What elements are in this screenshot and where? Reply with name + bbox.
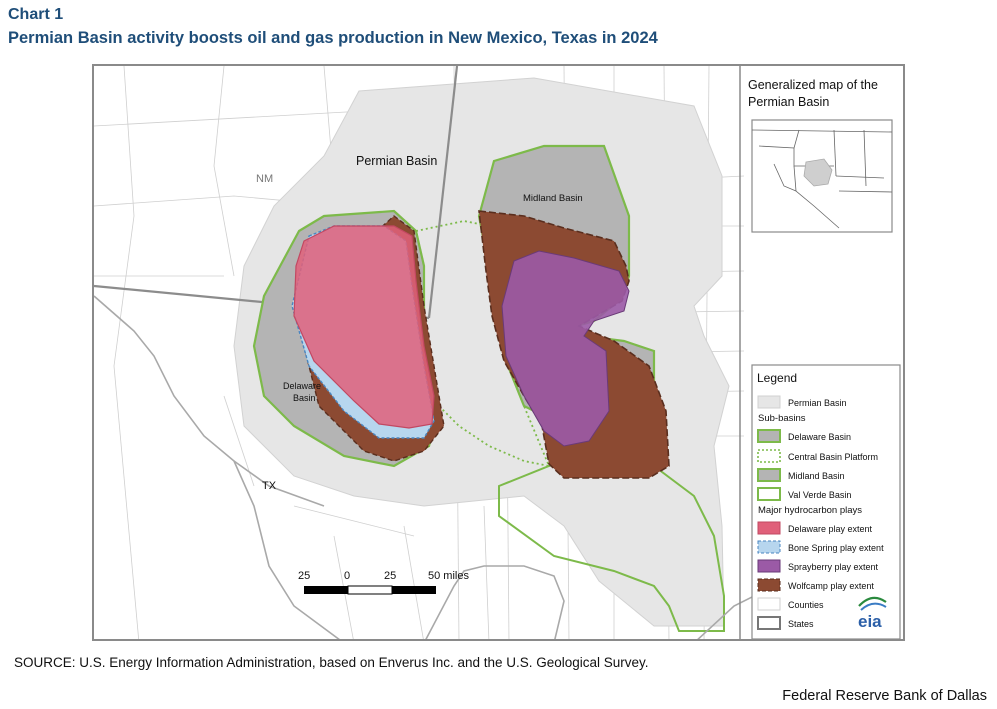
legend-heading-hydrocarbon-plays: Major hydrocarbon plays — [758, 505, 862, 516]
legend-entry-permian: Permian Basin — [757, 395, 847, 409]
credit-line: Federal Reserve Bank of Dallas — [782, 688, 987, 704]
legend-entry-central-basin-platform: Central Basin Platform — [757, 449, 878, 463]
legend-entry-counties: Counties — [757, 597, 824, 611]
permian-basin-map: Permian Basin NM TX Midland Basin Delawa… — [94, 66, 901, 639]
legend-entry-sprayberry-play: Sprayberry play extent — [757, 559, 879, 573]
legend-entry-wolfcamp-play: Wolfcamp play extent — [757, 578, 874, 592]
legend-entry-delaware-play: Delaware play extent — [757, 521, 873, 535]
svg-text:Wolfcamp play extent: Wolfcamp play extent — [788, 581, 874, 591]
scale-tick-3: 25 — [384, 570, 396, 582]
eia-logo: eia — [858, 596, 887, 631]
svg-text:States: States — [788, 619, 814, 629]
legend-entry-val-verde-basin: Val Verde Basin — [757, 487, 851, 501]
svg-text:Midland Basin: Midland Basin — [788, 471, 845, 481]
tx-state-label: TX — [262, 480, 277, 492]
legend-entry-delaware-basin: Delaware Basin — [757, 429, 851, 443]
scale-bar: 25 0 25 50 miles — [298, 570, 469, 595]
val-verde-basin-area — [498, 459, 725, 632]
scale-tick-2: 0 — [344, 570, 350, 582]
legend-entry-states: States — [757, 616, 814, 630]
source-note: SOURCE: U.S. Energy Information Administ… — [14, 655, 649, 670]
legend-entry-bone-spring-play: Bone Spring play extent — [757, 540, 884, 554]
delaware-play — [293, 225, 435, 429]
scale-tick-4: 50 miles — [428, 570, 469, 582]
delaware-basin-label-line2: Basin — [293, 393, 316, 403]
svg-text:Counties: Counties — [788, 600, 824, 610]
svg-text:Sprayberry play extent: Sprayberry play extent — [788, 562, 879, 572]
svg-text:Delaware play extent: Delaware play extent — [788, 524, 873, 534]
inset-title-line1: Generalized map of the — [748, 78, 878, 92]
midland-basin-label: Midland Basin — [523, 193, 583, 204]
svg-text:Delaware Basin: Delaware Basin — [788, 432, 851, 442]
svg-text:Permian Basin: Permian Basin — [788, 398, 847, 408]
sprayberry-play — [501, 250, 630, 447]
svg-text:Central Basin Platform: Central Basin Platform — [788, 452, 878, 462]
chart-number-label: Chart 1 — [8, 6, 64, 23]
eia-logo-text: eia — [858, 612, 882, 631]
map-panel: Permian Basin NM TX Midland Basin Delawa… — [92, 64, 905, 641]
legend-entry-midland-basin: Midland Basin — [757, 468, 845, 482]
scale-tick-1: 25 — [298, 570, 310, 582]
permian-basin-label: Permian Basin — [356, 154, 437, 168]
legend-title: Legend — [757, 371, 797, 385]
chart-title: Permian Basin activity boosts oil and ga… — [8, 29, 658, 47]
delaware-basin-label-line1: Delaware — [283, 381, 321, 391]
inset-title-line2: Permian Basin — [748, 95, 829, 109]
nm-state-label: NM — [256, 173, 273, 185]
inset-locator-map — [751, 119, 893, 233]
legend-heading-sub-basins: Sub-basins — [758, 413, 806, 424]
svg-text:Val Verde Basin: Val Verde Basin — [788, 490, 851, 500]
svg-text:Bone Spring play extent: Bone Spring play extent — [788, 543, 884, 553]
